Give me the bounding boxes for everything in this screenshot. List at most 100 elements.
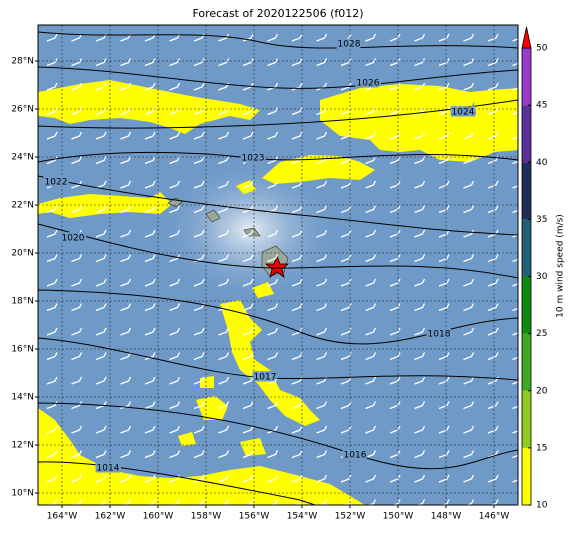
wind-barb bbox=[340, 58, 352, 67]
map: 1028 1026 1024 1023 1022 1020 1018 1017 … bbox=[38, 25, 518, 505]
wind-barb bbox=[414, 376, 426, 385]
colorbar: 10 15 20 25 30 35 40 45 50 bbox=[521, 26, 548, 511]
wind-barb bbox=[463, 58, 475, 67]
wind-barb bbox=[267, 58, 279, 67]
colorbar-segment bbox=[522, 390, 531, 448]
wind-barb bbox=[414, 205, 426, 214]
wind-barb bbox=[218, 376, 230, 385]
wind-barb bbox=[120, 425, 132, 434]
wind-barb bbox=[169, 33, 181, 42]
lat-tick-label: 26°N bbox=[11, 105, 34, 115]
wind-barb bbox=[340, 131, 352, 140]
wind-barb bbox=[438, 401, 450, 410]
wind-barb bbox=[71, 425, 83, 434]
wind-barb bbox=[291, 205, 303, 214]
wind-barb bbox=[71, 107, 83, 116]
lat-tick-label: 18°N bbox=[11, 297, 34, 307]
wind-barb bbox=[46, 58, 58, 67]
wind-barb bbox=[465, 499, 475, 505]
wind-barb bbox=[95, 278, 107, 287]
wind-barb bbox=[193, 131, 205, 140]
wind-barb bbox=[120, 352, 132, 361]
wind-barb bbox=[46, 82, 58, 91]
wind-barb bbox=[414, 180, 426, 189]
wind-barb bbox=[340, 352, 352, 361]
colorbar-tick-label: 30 bbox=[536, 272, 548, 282]
wind-barb bbox=[487, 254, 499, 263]
wind-barb bbox=[120, 58, 132, 67]
lat-tick-label: 14°N bbox=[11, 393, 34, 403]
wind-barb bbox=[340, 401, 352, 410]
wind-barb bbox=[46, 376, 58, 385]
isobar bbox=[38, 99, 518, 129]
wind-barb bbox=[147, 499, 156, 505]
wind-barb bbox=[144, 425, 156, 434]
wind-barb bbox=[71, 376, 83, 385]
wind-barb bbox=[95, 376, 107, 385]
isobar-labels: 1028 1026 1024 1023 1022 1020 1018 1017 … bbox=[43, 38, 477, 476]
wind-barb bbox=[169, 376, 181, 385]
wind-barb bbox=[95, 82, 107, 91]
wind-barb bbox=[144, 450, 156, 459]
wind-barb bbox=[144, 474, 156, 483]
wind-barb bbox=[144, 278, 156, 287]
wind-barb bbox=[512, 381, 518, 385]
wind-barb bbox=[169, 425, 181, 434]
isobar bbox=[38, 337, 518, 381]
wind-barb bbox=[242, 229, 254, 238]
wind-barb bbox=[71, 82, 83, 91]
wind-barb bbox=[193, 156, 205, 165]
wind-barb bbox=[267, 82, 279, 91]
wind-barb bbox=[71, 474, 83, 483]
wind-barb bbox=[463, 254, 475, 263]
wind-barb bbox=[169, 131, 181, 140]
wind-barb bbox=[218, 401, 230, 410]
wind-barb bbox=[343, 499, 352, 505]
wind-barb bbox=[463, 303, 475, 312]
wind-barb bbox=[46, 450, 58, 459]
wind-barb bbox=[438, 205, 450, 214]
isobar bbox=[38, 151, 518, 163]
wind-barb bbox=[71, 450, 83, 459]
wind-barb bbox=[316, 254, 328, 263]
wind-barb bbox=[487, 131, 499, 140]
wind-barb bbox=[120, 229, 132, 238]
wind-barb bbox=[95, 254, 107, 263]
wind-barb bbox=[71, 254, 83, 263]
wind-barb bbox=[487, 205, 499, 214]
wind-barb bbox=[316, 401, 328, 410]
wind-barb bbox=[389, 156, 401, 165]
colorbar-extend bbox=[521, 26, 532, 49]
wind-barb bbox=[414, 229, 426, 238]
wind-barb bbox=[438, 33, 450, 42]
wind-barb bbox=[512, 405, 518, 410]
wind-barb bbox=[487, 474, 499, 483]
wind-barb bbox=[438, 229, 450, 238]
wind-barb bbox=[46, 180, 58, 189]
wind-barb bbox=[218, 58, 230, 67]
wind-barb bbox=[463, 352, 475, 361]
wind-barb bbox=[512, 38, 518, 42]
wind-barb bbox=[365, 278, 377, 287]
wind-barb bbox=[487, 352, 499, 361]
wind-barb bbox=[365, 303, 377, 312]
lon-tick-label: 152°W bbox=[335, 512, 366, 522]
wind-barb bbox=[245, 499, 254, 505]
wind-barb bbox=[218, 425, 230, 434]
wind-barb bbox=[316, 303, 328, 312]
wind-barb bbox=[144, 327, 156, 336]
wind-barb bbox=[193, 401, 205, 410]
wind-barb bbox=[463, 376, 475, 385]
wind-barb bbox=[95, 474, 107, 483]
colorbar-tick-label: 45 bbox=[536, 101, 547, 111]
wind-barb bbox=[414, 278, 426, 287]
wind-barb bbox=[71, 229, 83, 238]
wind-barb bbox=[242, 327, 254, 336]
wind-barb bbox=[242, 180, 254, 189]
wind-barb bbox=[49, 499, 58, 505]
wind-barb bbox=[95, 303, 107, 312]
wind-barb bbox=[95, 156, 107, 165]
colorbar-segment bbox=[522, 162, 531, 220]
lon-tick-label: 154°W bbox=[287, 512, 318, 522]
wind-barb bbox=[316, 33, 328, 42]
